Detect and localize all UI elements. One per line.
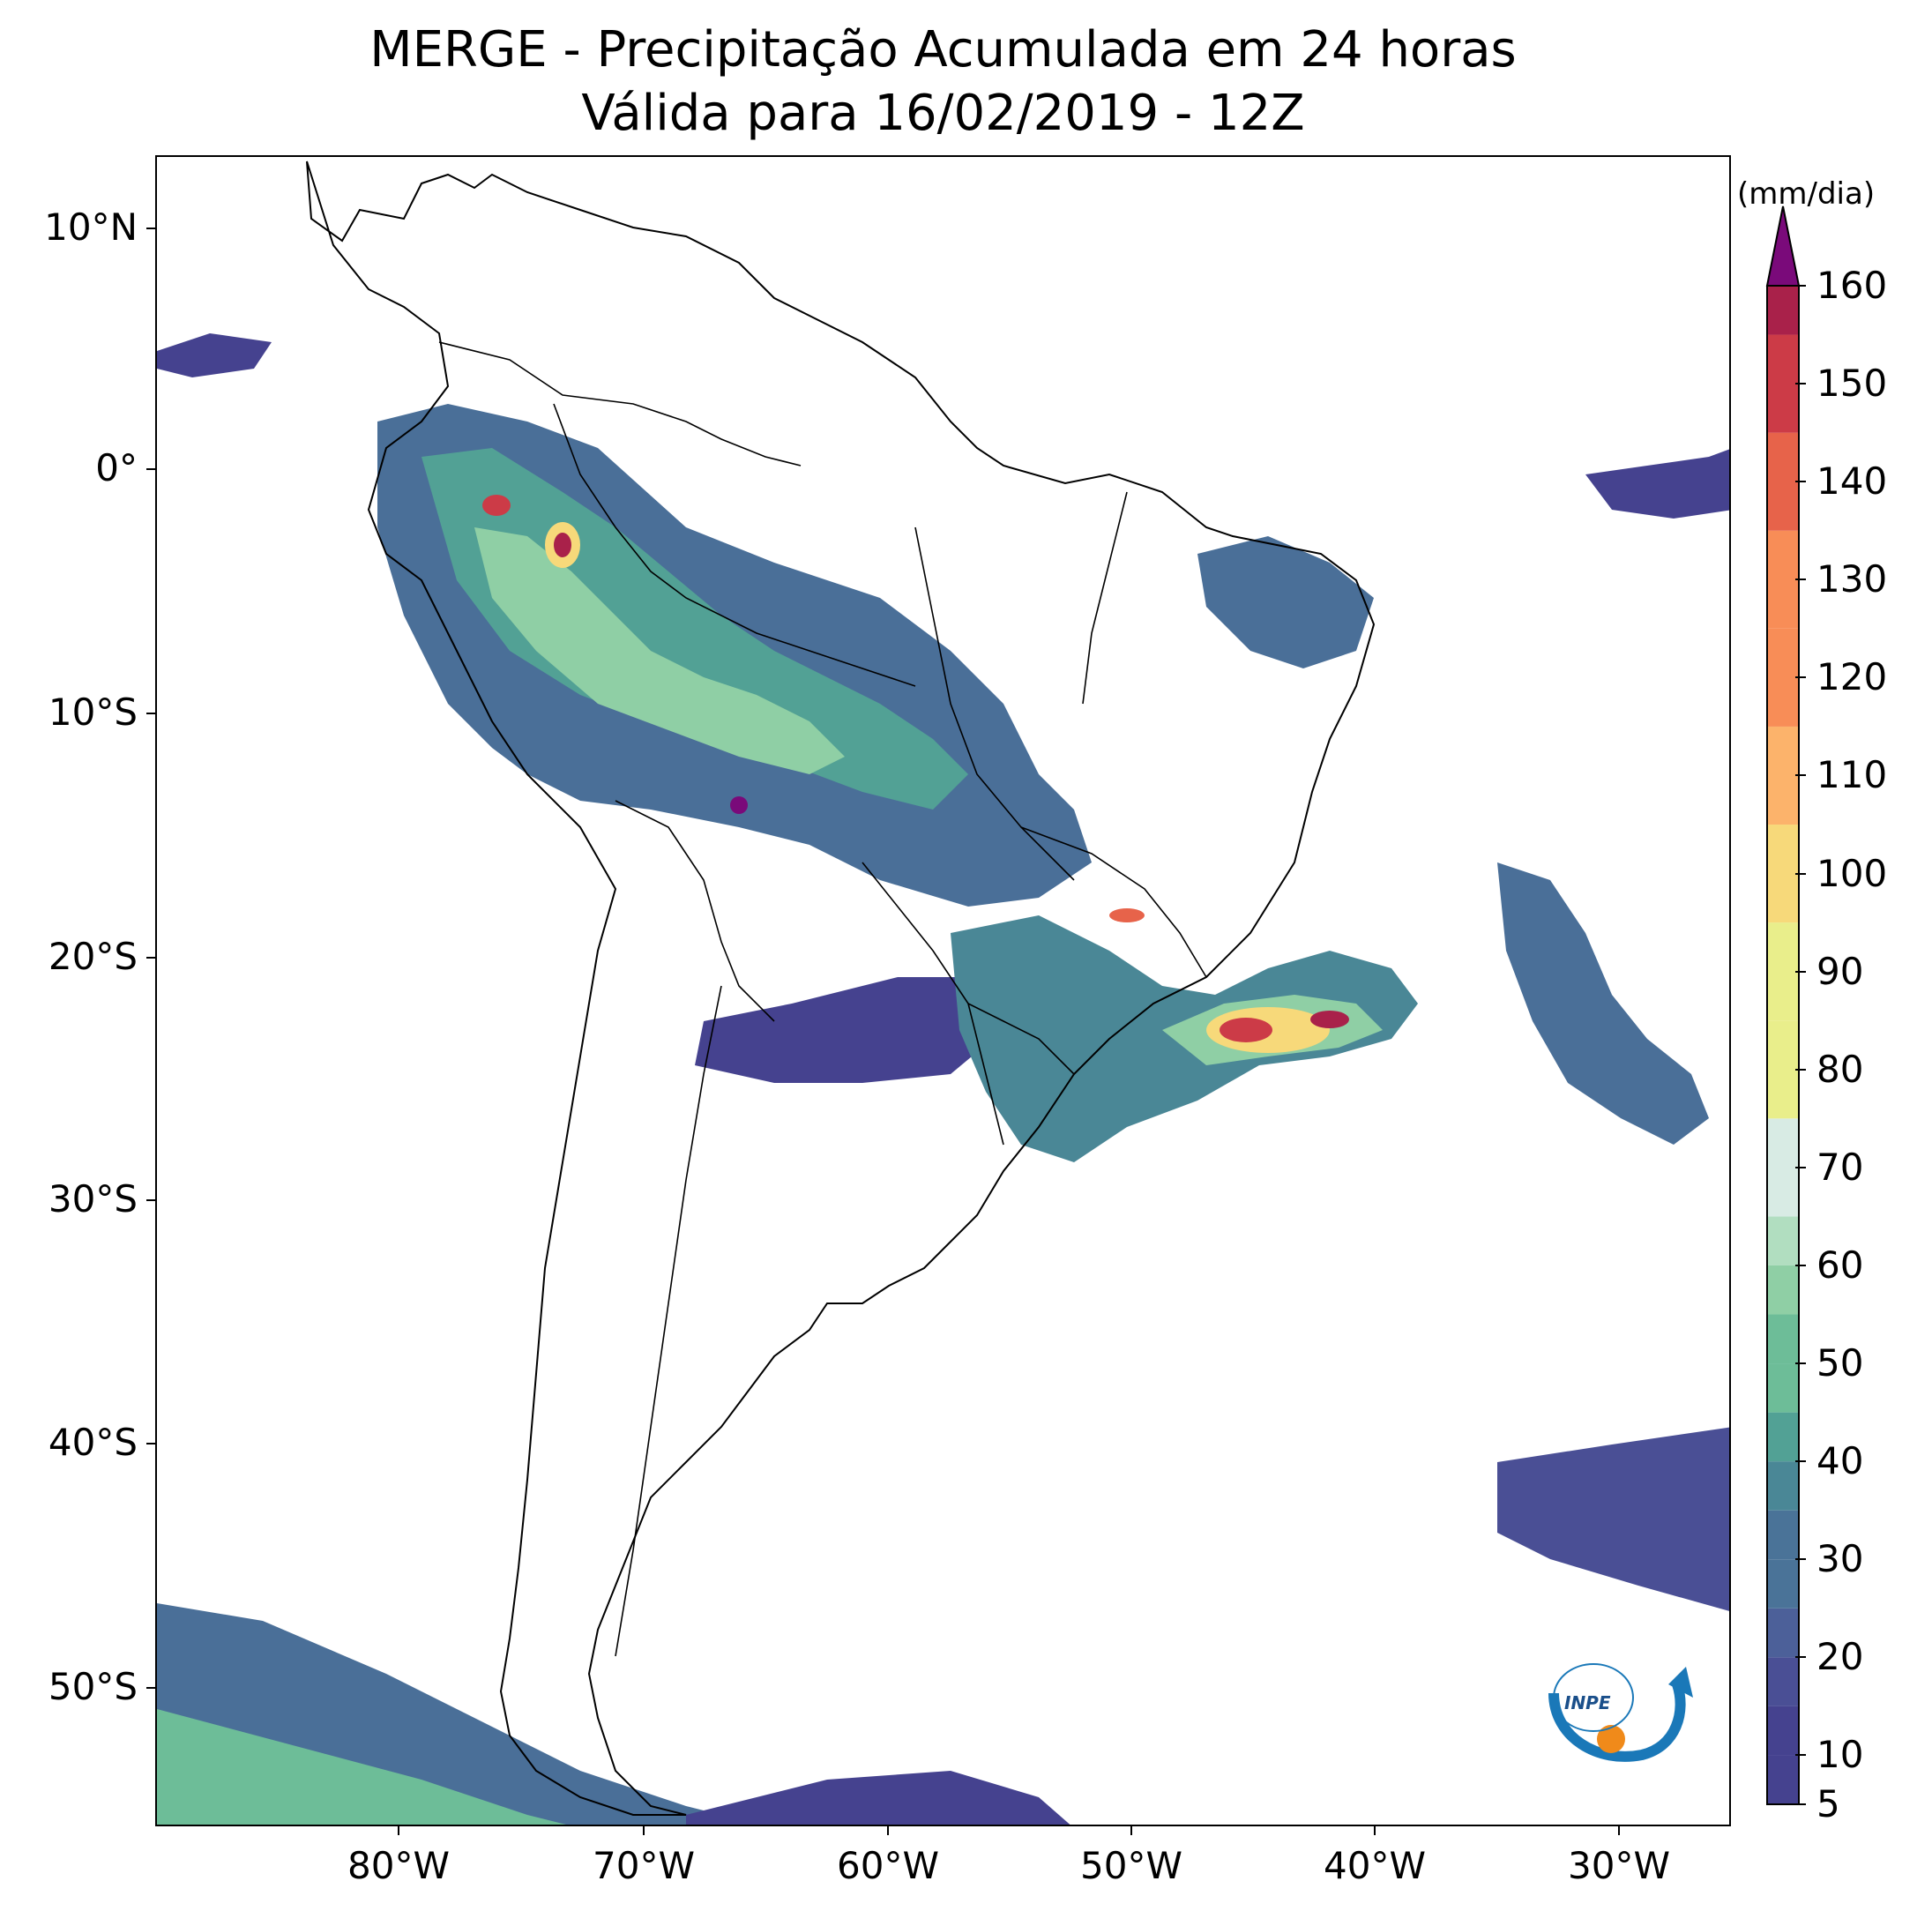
colorbar-band	[1767, 1461, 1799, 1511]
colorbar-tick	[1795, 970, 1806, 973]
inpe-logo: INPE	[1548, 1663, 1693, 1762]
colorbar-tick-label: 130	[1816, 557, 1888, 601]
colorbar-tick-label: 40	[1816, 1439, 1864, 1483]
colorbar-tick	[1795, 1656, 1806, 1659]
colorbar-tick-label: 10	[1816, 1733, 1864, 1777]
colorbar-tick-label: 120	[1816, 655, 1888, 699]
colorbar-band	[1767, 825, 1799, 923]
precipitation-map	[157, 160, 1729, 1825]
map-subtitle: Válida para 16/02/2019 - 12Z	[581, 85, 1305, 142]
lat-label-50s: 50°S	[48, 1665, 138, 1708]
colorbar-band	[1767, 286, 1799, 335]
colorbar-band	[1767, 1314, 1799, 1364]
colorbar-tick	[1795, 1558, 1806, 1561]
lon-tick	[1130, 1826, 1132, 1835]
lon-label-60w: 60°W	[837, 1844, 939, 1887]
colorbar-tick	[1795, 285, 1806, 287]
colorbar-tick	[1795, 383, 1806, 385]
lat-label-0: 0°	[95, 446, 138, 489]
colorbar-band	[1767, 726, 1799, 825]
colorbar-band	[1767, 1657, 1799, 1706]
precipitation-field	[157, 333, 1729, 1825]
lon-label-30w: 30°W	[1568, 1844, 1670, 1887]
colorbar-tick	[1795, 1803, 1806, 1805]
lat-label-30s: 30°S	[48, 1177, 138, 1221]
colorbar-tick-label: 60	[1816, 1243, 1864, 1287]
coastline	[306, 160, 1376, 1816]
lon-label-40w: 40°W	[1324, 1844, 1426, 1887]
colorbar-band	[1767, 1510, 1799, 1560]
colorbar-band	[1767, 1706, 1799, 1756]
colorbar-tick-label: 100	[1816, 851, 1888, 895]
colorbar-extend-arrow	[1765, 205, 1801, 287]
colorbar-tick-label: 80	[1816, 1047, 1864, 1091]
lon-label-50w: 50°W	[1080, 1844, 1182, 1887]
colorbar-tick	[1795, 774, 1806, 777]
colorbar-unit: (mm/dia)	[1737, 176, 1876, 212]
lat-label-10s: 10°S	[48, 690, 138, 734]
colorbar-tick-label: 50	[1816, 1341, 1864, 1385]
colorbar-tick	[1795, 1362, 1806, 1365]
colorbar-tick	[1795, 676, 1806, 679]
map-title: MERGE - Precipitação Acumulada em 24 hor…	[369, 21, 1517, 78]
colorbar-band	[1767, 1755, 1799, 1804]
colorbar-band	[1767, 1363, 1799, 1413]
map-panel	[155, 155, 1731, 1826]
colorbar-band	[1767, 432, 1799, 531]
lon-label-70w: 70°W	[593, 1844, 695, 1887]
colorbar-band	[1767, 1118, 1799, 1217]
colorbar-band	[1767, 1559, 1799, 1609]
colorbar-tick-label: 5	[1816, 1782, 1840, 1825]
lon-tick	[1374, 1826, 1376, 1835]
lon-tick	[643, 1826, 645, 1835]
colorbar-band	[1767, 1608, 1799, 1658]
lon-tick	[1618, 1826, 1620, 1835]
colorbar-band	[1767, 1020, 1799, 1119]
colorbar-band	[1767, 1265, 1799, 1315]
colorbar-tick	[1795, 1754, 1806, 1757]
colorbar-band	[1767, 628, 1799, 727]
colorbar-tick	[1795, 1068, 1806, 1071]
colorbar-tick	[1795, 579, 1806, 581]
colorbar-tick-label: 30	[1816, 1537, 1864, 1581]
lat-tick	[146, 713, 155, 714]
lon-tick	[398, 1826, 399, 1835]
colorbar-tick-label: 110	[1816, 753, 1888, 797]
lat-tick	[146, 957, 155, 959]
lat-tick	[146, 1199, 155, 1201]
lat-label-40s: 40°S	[48, 1421, 138, 1464]
lat-label-10n: 10°N	[44, 205, 138, 249]
colorbar-tick-label: 70	[1816, 1145, 1864, 1189]
country-borders	[438, 341, 1207, 1657]
colorbar-tick	[1795, 1460, 1806, 1463]
colorbar-band	[1767, 922, 1799, 1021]
lat-tick	[146, 1443, 155, 1444]
lat-tick	[146, 228, 155, 229]
colorbar-tick-label: 160	[1816, 264, 1888, 307]
logo-text: INPE	[1564, 1692, 1611, 1713]
colorbar-band	[1767, 1216, 1799, 1265]
colorbar-tick-label: 90	[1816, 949, 1864, 993]
colorbar-tick	[1795, 1166, 1806, 1168]
lon-label-80w: 80°W	[347, 1844, 450, 1887]
lat-label-20s: 20°S	[48, 935, 138, 978]
colorbar-tick-label: 140	[1816, 459, 1888, 504]
colorbar-band	[1767, 334, 1799, 433]
lon-tick	[887, 1826, 889, 1835]
colorbar-band	[1767, 1412, 1799, 1462]
colorbar-tick	[1795, 1264, 1806, 1266]
colorbar-tick	[1795, 481, 1806, 483]
lat-tick	[146, 1687, 155, 1689]
colorbar-tick-label: 20	[1816, 1635, 1864, 1679]
colorbar-band	[1767, 530, 1799, 629]
colorbar-tick-label: 150	[1816, 362, 1888, 406]
colorbar-tick	[1795, 872, 1806, 875]
lat-tick	[146, 468, 155, 470]
colorbar	[1765, 205, 1801, 1805]
